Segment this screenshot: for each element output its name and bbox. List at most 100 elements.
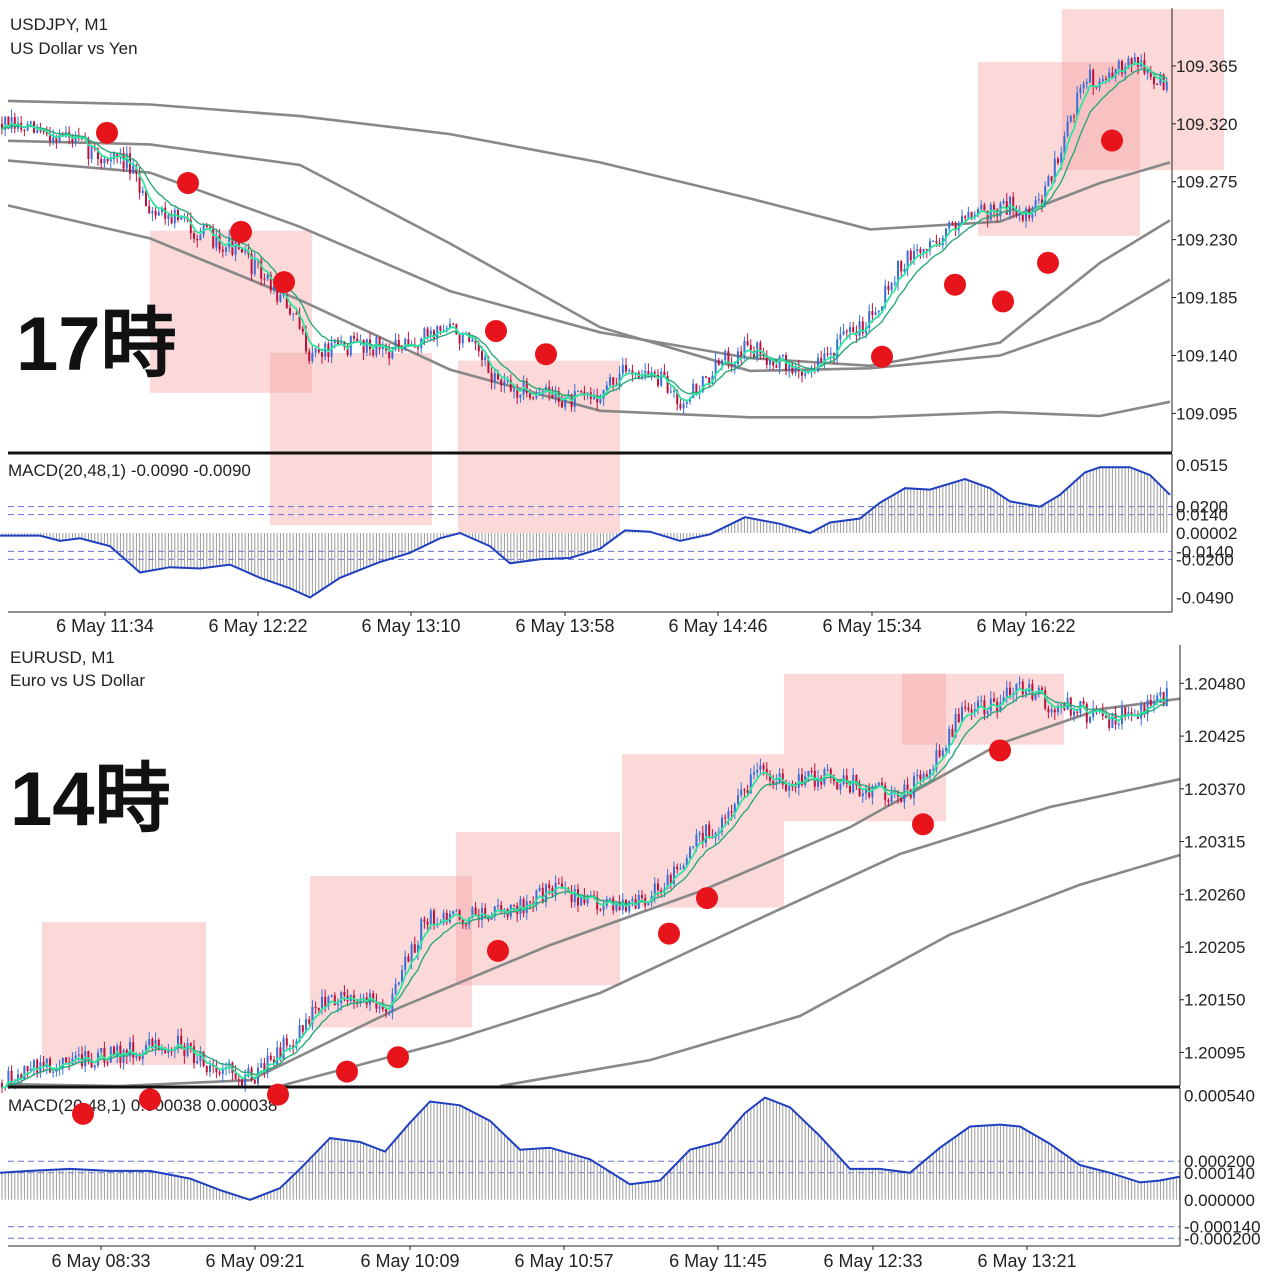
eurusd-candle — [1143, 702, 1146, 718]
eurusd-candle — [417, 940, 419, 961]
eurusd-symbol: EURUSD, M1 — [10, 648, 115, 667]
usdjpy-price-tick-label: 109.185 — [1176, 289, 1237, 308]
eurusd-candle — [394, 978, 397, 995]
usdjpy-candle — [221, 245, 224, 258]
usdjpy-candle — [778, 354, 781, 375]
usdjpy-candle — [1073, 113, 1075, 123]
eurusd-candle — [881, 777, 883, 787]
usdjpy-candle — [145, 190, 147, 207]
eurusd-candle — [1050, 705, 1053, 717]
usdjpy-candle — [628, 368, 631, 373]
eurusd-candle — [388, 1010, 391, 1017]
usdjpy-candle — [1037, 192, 1040, 204]
usdjpy-signal-dot-3 — [230, 220, 252, 243]
eurusd-time-ticks: 6 May 08:33 6 May 09:21 6 May 10:09 6 May 1… — [51, 1246, 1077, 1271]
usdjpy-candle — [362, 339, 365, 361]
eurusd-candle — [212, 1059, 215, 1074]
usdjpy-candle — [253, 252, 256, 277]
usdjpy-candle — [151, 206, 154, 222]
usdjpy-candle — [903, 263, 906, 273]
usdjpy-candle — [929, 237, 931, 256]
eurusd-highlight-box-3 — [456, 831, 620, 986]
eurusd-candle — [260, 1057, 263, 1068]
eurusd-candle — [1044, 686, 1047, 711]
usdjpy-candle — [141, 186, 144, 196]
usdjpy-candle — [1121, 59, 1123, 77]
usdjpy-candle — [663, 363, 666, 377]
eurusd-candle — [890, 785, 893, 804]
eurusd-candle — [100, 1047, 103, 1056]
eurusd-candle — [538, 884, 541, 893]
usdjpy-candle — [1079, 84, 1082, 100]
usdjpy-candle — [925, 248, 928, 259]
usdjpy-ema-fast-line — [1, 61, 1167, 402]
usdjpy-candle — [138, 166, 141, 200]
eurusd-candle — [45, 1058, 48, 1075]
usdjpy-candle — [1057, 156, 1059, 166]
eurusd-time-tick-label: 6 May 10:57 — [514, 1251, 613, 1271]
eurusd-candle — [570, 885, 573, 909]
eurusd-candle — [413, 936, 416, 954]
eurusd-candle — [193, 1039, 195, 1069]
usdjpy-time-tick-label: 6 May 14:46 — [668, 616, 767, 636]
eurusd-candle — [426, 918, 429, 932]
eurusd-candle — [183, 1042, 186, 1064]
usdjpy-candle — [1002, 198, 1005, 205]
eurusd-candle — [1021, 679, 1024, 698]
usdjpy-candle — [407, 331, 410, 347]
usdjpy-candle — [554, 385, 557, 404]
usdjpy-candle — [561, 394, 563, 409]
eurusd-candle — [362, 993, 365, 1002]
usdjpy-candle — [1165, 78, 1168, 93]
usdjpy-candle — [205, 222, 208, 229]
usdjpy-signal-dot-9 — [992, 290, 1014, 313]
usdjpy-candle — [445, 325, 448, 333]
usdjpy-candle — [49, 127, 51, 147]
usdjpy-candle — [1025, 206, 1027, 228]
usdjpy-candle — [493, 369, 496, 390]
usdjpy-candle — [887, 281, 890, 295]
usdjpy-candle — [519, 394, 522, 403]
usdjpy-candle — [458, 333, 461, 351]
eurusd-candle — [772, 774, 775, 789]
eurusd-time-tick-label: 6 May 13:21 — [977, 1251, 1076, 1271]
eurusd-candle — [557, 877, 560, 885]
usdjpy-candle — [836, 333, 839, 365]
usdjpy-price-tick-label: 109.365 — [1176, 57, 1237, 76]
eurusd-candle — [1057, 701, 1059, 716]
usdjpy-candle — [871, 303, 874, 323]
eurusd-macd-line — [0, 1096, 1181, 1201]
eurusd-candle — [669, 872, 672, 890]
usdjpy-ma-line-1 — [8, 99, 1171, 231]
usdjpy-candle — [225, 244, 227, 257]
eurusd-price-tick-label: 1.20370 — [1184, 780, 1245, 799]
eurusd-macd-tick-label: 0.000200 — [1184, 1152, 1255, 1171]
eurusd-candle — [269, 1052, 272, 1062]
eurusd-candle — [961, 701, 963, 723]
eurusd-candle — [250, 1066, 253, 1083]
usdjpy-candle — [541, 390, 544, 400]
usdjpy-signal-dot-1 — [96, 121, 118, 144]
eurusd-candle — [218, 1069, 221, 1077]
usdjpy-candle — [311, 346, 314, 364]
eurusd-candle — [445, 909, 448, 926]
usdjpy-candle — [705, 375, 707, 379]
eurusd-candle — [177, 1029, 179, 1054]
usdjpy-candle — [874, 307, 877, 316]
eurusd-signal-dot-3 — [267, 1083, 289, 1106]
usdjpy-candle — [612, 377, 615, 392]
eurusd-candle — [311, 999, 314, 1031]
usdjpy-candle — [621, 357, 624, 378]
usdjpy-candle — [1066, 115, 1069, 138]
usdjpy-candle — [260, 256, 263, 286]
eurusd-price-tick-label: 1.20095 — [1184, 1043, 1245, 1062]
usdjpy-candle — [285, 291, 288, 309]
eurusd-candle — [1149, 694, 1152, 707]
usdjpy-candle — [397, 334, 400, 353]
usdjpy-macd-tick-label: 0.0515 — [1176, 456, 1228, 475]
eurusd-macd-tick-label: -0.000200 — [1184, 1229, 1261, 1248]
usdjpy-time-ticks: 6 May 11:34 6 May 12:22 6 May 13:10 6 May 1… — [56, 612, 1076, 636]
eurusd-candle — [785, 779, 787, 793]
eurusd-candle — [957, 708, 960, 724]
usdjpy-candle — [618, 365, 621, 390]
